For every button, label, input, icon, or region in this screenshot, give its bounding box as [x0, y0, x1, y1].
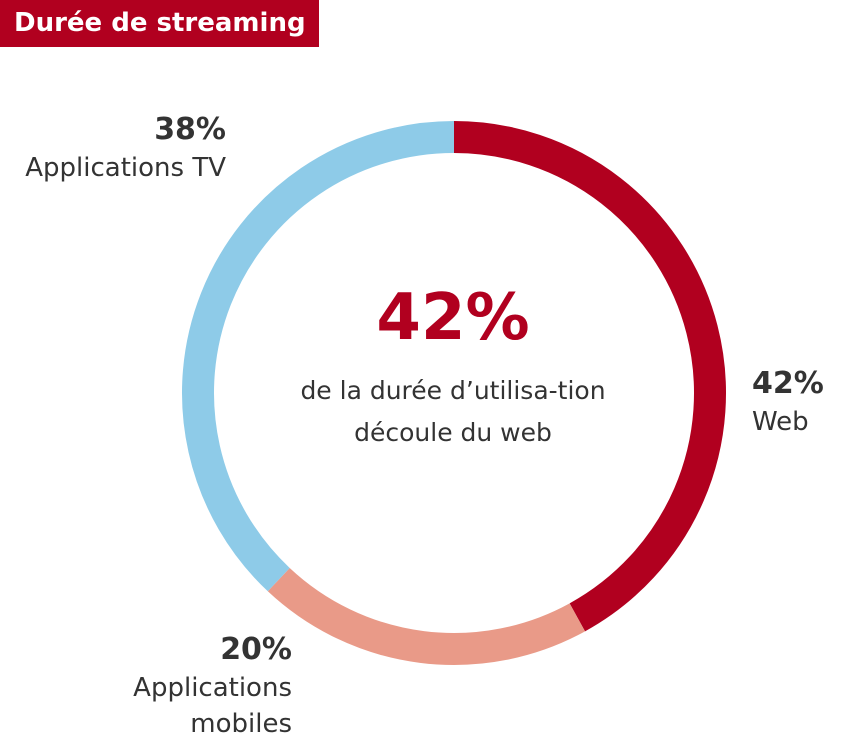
donut-segment-web [453, 121, 726, 632]
center-value: 42% [376, 281, 530, 355]
donut-segment-applications-mobiles [267, 567, 586, 665]
chart-title: Durée de streaming [0, 0, 319, 47]
center-caption: de la durée d’utilisa-tion découle du we… [300, 376, 606, 447]
donut-segment-applications-tv [182, 121, 455, 592]
label-web-value: 42% [752, 366, 824, 401]
label-web-name: Web [752, 407, 809, 437]
label-applications-tv-value: 38% [154, 112, 226, 147]
label-applications-mobiles: 20% Applications mobiles [82, 630, 292, 742]
label-applications-tv: 38% Applications TV [25, 110, 226, 186]
label-web: 42% Web [752, 364, 824, 440]
label-applications-mobiles-name: Applications mobiles [133, 673, 292, 739]
label-applications-mobiles-value: 20% [220, 632, 292, 667]
label-applications-tv-name: Applications TV [25, 153, 226, 183]
